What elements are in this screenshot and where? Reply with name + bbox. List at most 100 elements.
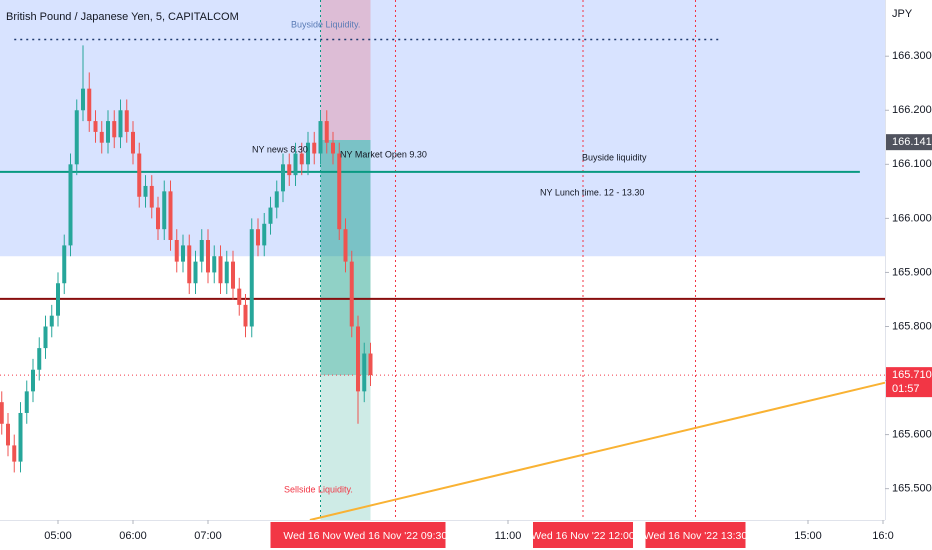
candle-body [324, 121, 329, 143]
candle-body [181, 245, 185, 262]
candle-body [24, 391, 29, 413]
candle-body [99, 131, 104, 143]
x-tick-label: 16:0 [872, 530, 893, 542]
candle-body [243, 304, 248, 327]
candle-body [299, 153, 304, 165]
zone [0, 0, 885, 257]
plot-area [0, 0, 886, 521]
candle-body [256, 229, 260, 246]
candle-body [174, 240, 179, 262]
candle-body [37, 348, 42, 370]
price-badge [886, 367, 932, 398]
x-tick-label: 05:00 [44, 530, 72, 542]
candle-body [162, 191, 167, 230]
time-badge [533, 522, 633, 548]
candle-body [124, 110, 129, 132]
chart-title: British Pound / Japanese Yen, 5, CAPITAL… [6, 11, 239, 23]
time-badge-label: Wed 16 Nov '22 [283, 530, 357, 542]
candle-body [281, 164, 285, 192]
candle-body [112, 121, 117, 138]
y-tick-label: 166.200 [892, 104, 932, 116]
candle-body [81, 88, 85, 111]
candle-body [218, 256, 223, 284]
candle-body [306, 142, 310, 165]
candle-body [18, 412, 23, 462]
candle-body [31, 369, 35, 392]
zone [320, 375, 371, 520]
y-tick-label: 165.600 [892, 429, 932, 441]
price-badge [886, 134, 932, 151]
y-tick-label: 166.300 [892, 50, 932, 62]
candle-body [49, 315, 54, 327]
candle-body [206, 240, 210, 273]
annotation: Buyside liquidity [582, 152, 647, 162]
candle-body [43, 326, 48, 349]
candle-body [93, 121, 98, 132]
candle-body [293, 153, 298, 176]
candle-body [6, 423, 10, 446]
time-badge-label: Wed 16 Nov '22 13:30 [644, 530, 748, 542]
annotation: Sellside Liquidity. [284, 484, 353, 494]
x-tick-label: 06:00 [119, 530, 147, 542]
candle-body [0, 402, 4, 424]
candle-body [312, 142, 317, 154]
candle-body [106, 121, 110, 143]
price-badge-label: 165.710 [892, 369, 932, 381]
x-tick-label: 07:00 [194, 530, 222, 542]
candle-body [168, 191, 173, 240]
candle-body [56, 283, 60, 316]
candle-body [118, 110, 123, 138]
annotation: NY news 8.30 [252, 144, 308, 154]
y-tick-label: 165.900 [892, 266, 932, 278]
candle-body [274, 191, 279, 208]
candle-body [368, 353, 373, 376]
candle-body [268, 207, 273, 224]
candle-body [131, 131, 135, 154]
annotation: Buyside Liquidity. [291, 19, 360, 29]
candle-body [337, 153, 342, 230]
x-tick-label: 15:00 [794, 530, 822, 542]
zone [320, 0, 371, 140]
candle-body [187, 245, 192, 284]
candle-body [356, 326, 360, 392]
candle-body [262, 223, 267, 246]
y-tick-label: 165.500 [892, 483, 932, 495]
candle-body [143, 185, 148, 197]
countdown-label: 01:57 [892, 383, 920, 395]
y-tick-label: 166.100 [892, 158, 932, 170]
candle-body [74, 110, 79, 165]
candle-body [349, 261, 354, 327]
candle-body [87, 88, 92, 122]
candle-body [62, 245, 67, 284]
candle-body [331, 142, 335, 154]
candle-body [343, 229, 348, 262]
candle-body [362, 353, 367, 392]
x-tick-label: 11:00 [495, 530, 522, 542]
candle-body [212, 256, 217, 273]
annotation: NY Market Open 9.30 [340, 149, 427, 159]
price-badge-label: 166.141 [892, 136, 932, 148]
trend-line [309, 381, 886, 521]
candle-body [231, 261, 235, 289]
candle-body [137, 153, 142, 197]
candle-body [249, 229, 254, 327]
y-tick-label: 166.000 [892, 212, 932, 224]
currency: JPY [892, 8, 913, 20]
candle-body [287, 164, 292, 176]
candle-body [12, 445, 17, 462]
candle-body [156, 207, 160, 230]
candle-body [237, 288, 242, 305]
candle-body [199, 240, 204, 262]
y-tick-label: 165.800 [892, 320, 932, 332]
time-badge [645, 522, 746, 548]
candle-body [193, 261, 198, 284]
time-badge-label: Wed 16 Nov '22 12:00 [531, 530, 635, 542]
candle-body [149, 185, 154, 208]
candle-body [318, 121, 323, 154]
candle-body [224, 261, 229, 284]
time-badge-label: Wed 16 Nov '22 09:30 [344, 530, 448, 542]
time-badge [345, 522, 446, 548]
candle-body [68, 164, 73, 246]
